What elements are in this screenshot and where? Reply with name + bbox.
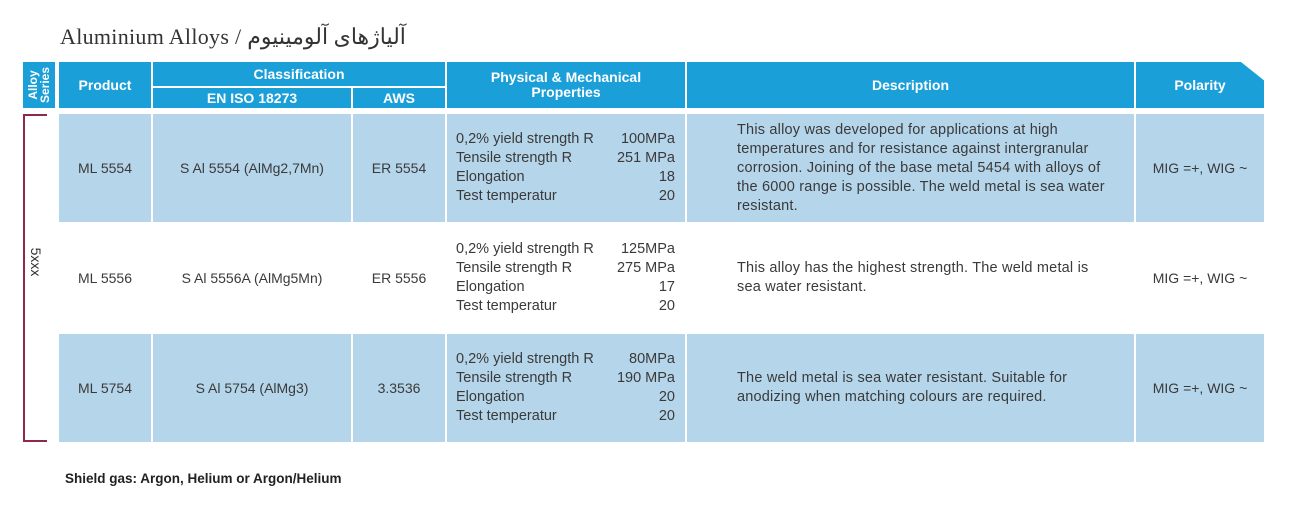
description-cell: The weld metal is sea water resistant. S… <box>687 334 1134 442</box>
aws-cell: ER 5554 <box>353 114 445 222</box>
alloy-series-header: Alloy Series <box>23 62 55 108</box>
en-iso-cell: S Al 5556A (AlMg5Mn) <box>181 270 323 286</box>
product-cell: ML 5556 <box>78 270 132 286</box>
property-label: Tensile strength R <box>456 260 573 276</box>
property-label: Test temperatur <box>456 188 557 204</box>
property-label: Elongation <box>456 169 525 185</box>
property-value: 20 <box>658 408 675 424</box>
property-value: 190 MPa <box>616 370 675 386</box>
property-value: 275 MPa <box>616 260 675 276</box>
properties-cell: 0,2% yield strength R 80MPa Tensile stren… <box>447 334 685 442</box>
property-label: 0,2% yield strength R <box>456 241 594 257</box>
shield-gas-note: Shield gas: Argon, Helium or Argon/Heliu… <box>65 471 342 486</box>
property-row: 0,2% yield strength R 100MPa <box>456 130 675 149</box>
property-label: 0,2% yield strength R <box>456 131 594 147</box>
property-value: 20 <box>658 298 675 314</box>
property-value: 20 <box>658 188 675 204</box>
description-header: Description <box>687 62 1134 108</box>
properties-header: Physical & Mechanical Properties <box>447 62 685 108</box>
description-cell: This alloy was developed for application… <box>687 114 1134 222</box>
polarity-cell: MIG =+, WIG ~ <box>1152 270 1248 286</box>
property-value: 18 <box>658 169 675 185</box>
property-row: 0,2% yield strength R 125MPa <box>456 240 675 259</box>
property-row: Elongation 20 <box>456 388 675 407</box>
aws-header: AWS <box>353 88 445 108</box>
property-label: Tensile strength R <box>456 150 573 166</box>
property-row: Tensile strength R 190 MPa <box>456 369 675 388</box>
property-value: 80MPa <box>629 351 675 367</box>
property-value: 20 <box>658 389 675 405</box>
en-iso-cell: S Al 5554 (AlMg2,7Mn) <box>153 114 351 222</box>
property-value: 251 MPa <box>616 150 675 166</box>
property-label: 0,2% yield strength R <box>456 351 594 367</box>
property-row: Elongation 18 <box>456 168 675 187</box>
property-label: Elongation <box>456 279 525 295</box>
product-cell: ML 5554 <box>59 114 151 222</box>
series-bracket <box>23 114 47 442</box>
property-value: 100MPa <box>620 131 675 147</box>
property-row: Test temperatur 20 <box>456 297 675 316</box>
property-label: Test temperatur <box>456 298 557 314</box>
property-value: 17 <box>658 279 675 295</box>
property-row: Tensile strength R 275 MPa <box>456 259 675 278</box>
product-header: Product <box>59 62 151 108</box>
polarity-header: Polarity <box>1136 62 1264 108</box>
classification-header: Classification <box>153 62 445 86</box>
aws-cell: ER 5556 <box>371 270 427 286</box>
alloy-series-header-label: Alloy Series <box>26 66 52 104</box>
series-label: 5xxx <box>28 247 44 277</box>
property-row: Test temperatur 20 <box>456 407 675 426</box>
properties-cell: 0,2% yield strength R 125MPa Tensile stre… <box>447 224 685 332</box>
product-cell: ML 5754 <box>59 334 151 442</box>
properties-cell: 0,2% yield strength R 100MPa Tensile stre… <box>447 114 685 222</box>
property-label: Test temperatur <box>456 408 557 424</box>
en-iso-header: EN ISO 18273 <box>153 88 351 108</box>
en-iso-cell: S Al 5754 (AlMg3) <box>153 334 351 442</box>
property-label: Tensile strength R <box>456 370 573 386</box>
property-row: Tensile strength R 251 MPa <box>456 149 675 168</box>
property-row: Elongation 17 <box>456 278 675 297</box>
property-row: Test temperatur 20 <box>456 187 675 206</box>
property-value: 125MPa <box>620 241 675 257</box>
polarity-cell: MIG =+, WIG ~ <box>1136 114 1264 222</box>
property-label: Elongation <box>456 389 525 405</box>
page-title: Aluminium Alloys / آلیاژهای آلومینیوم <box>60 24 406 49</box>
property-row: 0,2% yield strength R 80MPa <box>456 350 675 369</box>
polarity-cell: MIG =+, WIG ~ <box>1136 334 1264 442</box>
aws-cell: 3.3536 <box>353 334 445 442</box>
description-cell: This alloy has the highest strength. The… <box>737 260 1089 295</box>
